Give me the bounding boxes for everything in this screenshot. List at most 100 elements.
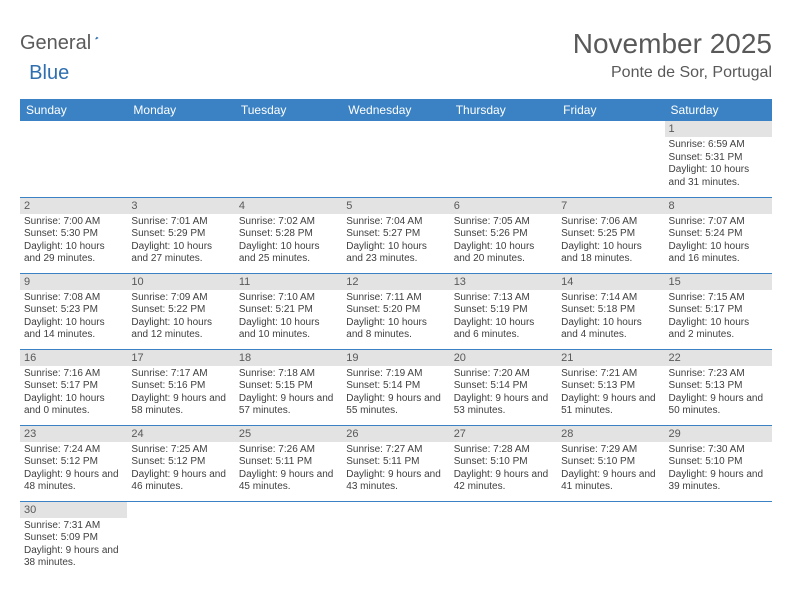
calendar-cell	[235, 501, 342, 577]
day-details: Sunrise: 7:13 AMSunset: 5:19 PMDaylight:…	[450, 290, 557, 346]
day-number-empty	[235, 121, 342, 137]
day-number: 8	[665, 198, 772, 214]
day-details: Sunrise: 7:17 AMSunset: 5:16 PMDaylight:…	[127, 366, 234, 422]
calendar-cell	[665, 501, 772, 577]
calendar-cell: 21Sunrise: 7:21 AMSunset: 5:13 PMDayligh…	[557, 349, 664, 425]
calendar-cell	[557, 121, 664, 197]
logo-text-blue: Blue	[29, 62, 69, 85]
day-details: Sunrise: 7:08 AMSunset: 5:23 PMDaylight:…	[20, 290, 127, 346]
day-details: Sunrise: 7:18 AMSunset: 5:15 PMDaylight:…	[235, 366, 342, 422]
day-number: 29	[665, 426, 772, 442]
day-number: 5	[342, 198, 449, 214]
calendar-cell	[342, 501, 449, 577]
calendar-cell: 11Sunrise: 7:10 AMSunset: 5:21 PMDayligh…	[235, 273, 342, 349]
calendar-cell	[557, 501, 664, 577]
calendar-cell: 29Sunrise: 7:30 AMSunset: 5:10 PMDayligh…	[665, 425, 772, 501]
day-details: Sunrise: 7:30 AMSunset: 5:10 PMDaylight:…	[665, 442, 772, 498]
calendar-cell: 30Sunrise: 7:31 AMSunset: 5:09 PMDayligh…	[20, 501, 127, 577]
calendar-cell: 28Sunrise: 7:29 AMSunset: 5:10 PMDayligh…	[557, 425, 664, 501]
month-title: November 2025	[573, 28, 772, 60]
calendar-cell: 15Sunrise: 7:15 AMSunset: 5:17 PMDayligh…	[665, 273, 772, 349]
day-details: Sunrise: 7:09 AMSunset: 5:22 PMDaylight:…	[127, 290, 234, 346]
flag-icon	[95, 31, 99, 45]
day-number: 20	[450, 350, 557, 366]
day-details: Sunrise: 7:19 AMSunset: 5:14 PMDaylight:…	[342, 366, 449, 422]
calendar-cell: 24Sunrise: 7:25 AMSunset: 5:12 PMDayligh…	[127, 425, 234, 501]
day-details: Sunrise: 7:24 AMSunset: 5:12 PMDaylight:…	[20, 442, 127, 498]
calendar-cell	[342, 121, 449, 197]
day-details: Sunrise: 7:06 AMSunset: 5:25 PMDaylight:…	[557, 214, 664, 270]
day-number-empty	[127, 502, 234, 518]
calendar-week: 9Sunrise: 7:08 AMSunset: 5:23 PMDaylight…	[20, 273, 772, 349]
day-details: Sunrise: 7:00 AMSunset: 5:30 PMDaylight:…	[20, 214, 127, 270]
day-number: 11	[235, 274, 342, 290]
logo: General	[20, 28, 119, 55]
day-number: 4	[235, 198, 342, 214]
day-number: 19	[342, 350, 449, 366]
day-number: 24	[127, 426, 234, 442]
calendar-cell	[450, 501, 557, 577]
day-number: 17	[127, 350, 234, 366]
calendar-cell: 22Sunrise: 7:23 AMSunset: 5:13 PMDayligh…	[665, 349, 772, 425]
calendar-cell: 18Sunrise: 7:18 AMSunset: 5:15 PMDayligh…	[235, 349, 342, 425]
calendar-cell: 4Sunrise: 7:02 AMSunset: 5:28 PMDaylight…	[235, 197, 342, 273]
day-number: 9	[20, 274, 127, 290]
day-number: 6	[450, 198, 557, 214]
weekday-header: Thursday	[450, 99, 557, 121]
day-number: 22	[665, 350, 772, 366]
calendar-cell: 10Sunrise: 7:09 AMSunset: 5:22 PMDayligh…	[127, 273, 234, 349]
calendar-cell: 26Sunrise: 7:27 AMSunset: 5:11 PMDayligh…	[342, 425, 449, 501]
day-details: Sunrise: 7:02 AMSunset: 5:28 PMDaylight:…	[235, 214, 342, 270]
day-number: 26	[342, 426, 449, 442]
day-details: Sunrise: 7:04 AMSunset: 5:27 PMDaylight:…	[342, 214, 449, 270]
calendar-cell: 5Sunrise: 7:04 AMSunset: 5:27 PMDaylight…	[342, 197, 449, 273]
day-details: Sunrise: 7:21 AMSunset: 5:13 PMDaylight:…	[557, 366, 664, 422]
day-details: Sunrise: 7:11 AMSunset: 5:20 PMDaylight:…	[342, 290, 449, 346]
day-details: Sunrise: 7:10 AMSunset: 5:21 PMDaylight:…	[235, 290, 342, 346]
day-details: Sunrise: 7:07 AMSunset: 5:24 PMDaylight:…	[665, 214, 772, 270]
day-number: 7	[557, 198, 664, 214]
calendar-cell: 14Sunrise: 7:14 AMSunset: 5:18 PMDayligh…	[557, 273, 664, 349]
calendar-cell: 2Sunrise: 7:00 AMSunset: 5:30 PMDaylight…	[20, 197, 127, 273]
calendar-week: 30Sunrise: 7:31 AMSunset: 5:09 PMDayligh…	[20, 501, 772, 577]
calendar-cell	[127, 121, 234, 197]
calendar-cell: 19Sunrise: 7:19 AMSunset: 5:14 PMDayligh…	[342, 349, 449, 425]
calendar-cell: 7Sunrise: 7:06 AMSunset: 5:25 PMDaylight…	[557, 197, 664, 273]
day-number: 23	[20, 426, 127, 442]
day-details: Sunrise: 7:29 AMSunset: 5:10 PMDaylight:…	[557, 442, 664, 498]
day-number: 3	[127, 198, 234, 214]
location: Ponte de Sor, Portugal	[573, 64, 772, 82]
day-details: Sunrise: 7:15 AMSunset: 5:17 PMDaylight:…	[665, 290, 772, 346]
day-details: Sunrise: 7:20 AMSunset: 5:14 PMDaylight:…	[450, 366, 557, 422]
day-number: 1	[665, 121, 772, 137]
calendar-cell: 20Sunrise: 7:20 AMSunset: 5:14 PMDayligh…	[450, 349, 557, 425]
weekday-header: Monday	[127, 99, 234, 121]
weekday-header: Sunday	[20, 99, 127, 121]
day-number-empty	[557, 502, 664, 518]
calendar-cell: 16Sunrise: 7:16 AMSunset: 5:17 PMDayligh…	[20, 349, 127, 425]
day-number-empty	[342, 502, 449, 518]
calendar-body: 1Sunrise: 6:59 AMSunset: 5:31 PMDaylight…	[20, 121, 772, 577]
calendar-week: 1Sunrise: 6:59 AMSunset: 5:31 PMDaylight…	[20, 121, 772, 197]
calendar-table: SundayMondayTuesdayWednesdayThursdayFrid…	[20, 99, 772, 577]
day-details: Sunrise: 7:28 AMSunset: 5:10 PMDaylight:…	[450, 442, 557, 498]
day-number: 21	[557, 350, 664, 366]
day-number: 13	[450, 274, 557, 290]
calendar-week: 16Sunrise: 7:16 AMSunset: 5:17 PMDayligh…	[20, 349, 772, 425]
day-number: 28	[557, 426, 664, 442]
day-number-empty	[450, 121, 557, 137]
calendar-cell: 9Sunrise: 7:08 AMSunset: 5:23 PMDaylight…	[20, 273, 127, 349]
day-details: Sunrise: 7:27 AMSunset: 5:11 PMDaylight:…	[342, 442, 449, 498]
day-number: 10	[127, 274, 234, 290]
calendar-cell: 3Sunrise: 7:01 AMSunset: 5:29 PMDaylight…	[127, 197, 234, 273]
day-number-empty	[20, 121, 127, 137]
calendar-cell: 17Sunrise: 7:17 AMSunset: 5:16 PMDayligh…	[127, 349, 234, 425]
day-number-empty	[342, 121, 449, 137]
calendar-cell: 12Sunrise: 7:11 AMSunset: 5:20 PMDayligh…	[342, 273, 449, 349]
day-details: Sunrise: 7:26 AMSunset: 5:11 PMDaylight:…	[235, 442, 342, 498]
day-details: Sunrise: 7:16 AMSunset: 5:17 PMDaylight:…	[20, 366, 127, 422]
day-number-empty	[127, 121, 234, 137]
day-number: 2	[20, 198, 127, 214]
day-details: Sunrise: 7:23 AMSunset: 5:13 PMDaylight:…	[665, 366, 772, 422]
calendar-cell: 23Sunrise: 7:24 AMSunset: 5:12 PMDayligh…	[20, 425, 127, 501]
